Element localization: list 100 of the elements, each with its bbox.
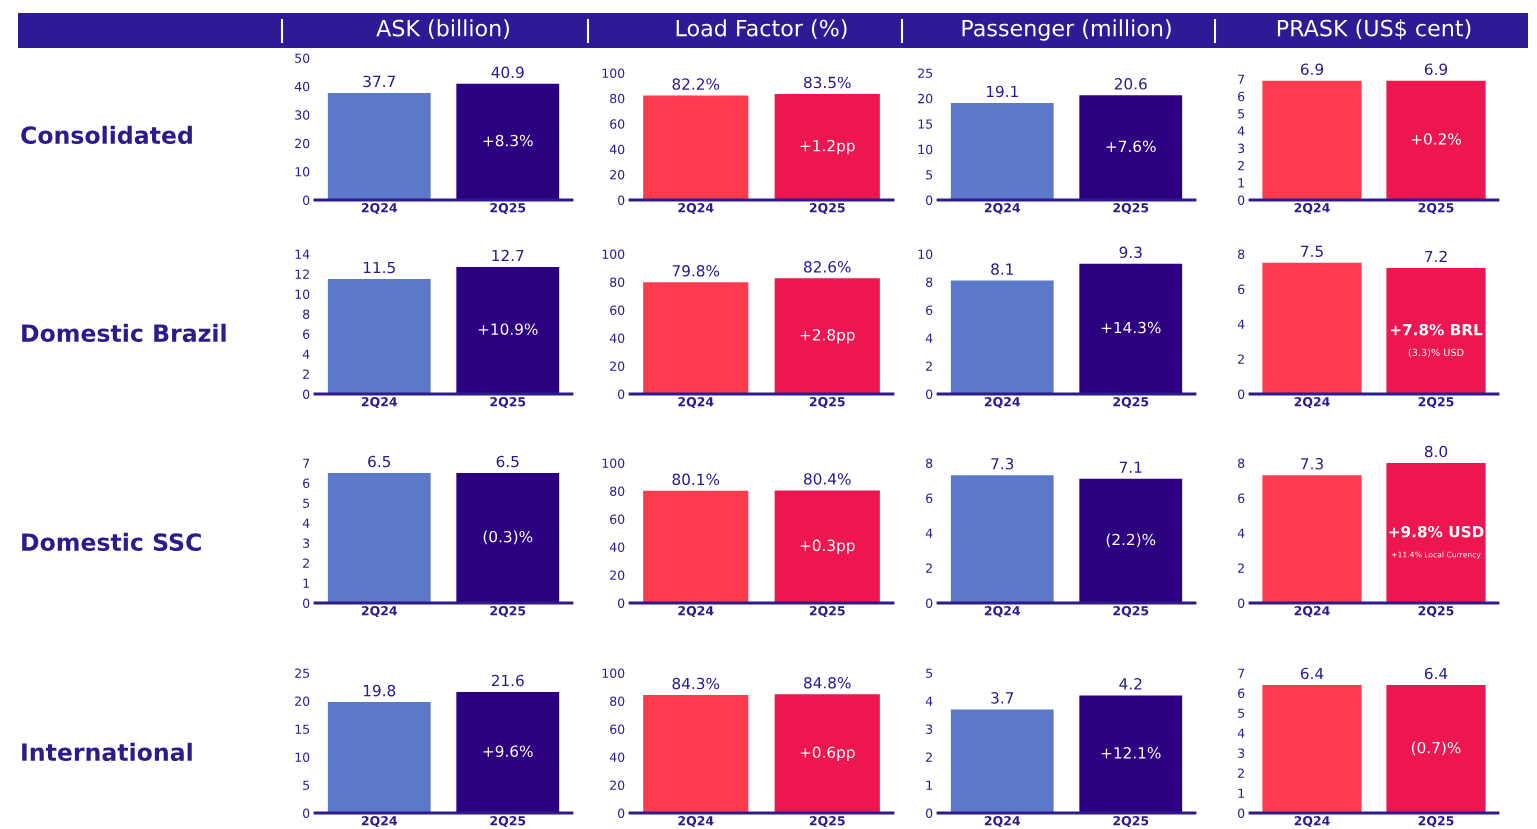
data-label: 7.1: [1119, 461, 1142, 473]
y-tick-label: 2: [926, 361, 932, 371]
y-tick-label: 8: [1238, 458, 1245, 468]
y-tick-label: 25: [918, 68, 933, 78]
y-tick-label: 0: [618, 389, 625, 399]
y-tick-label: 3: [303, 538, 310, 548]
y-tick-label: 100: [602, 249, 625, 259]
y-tick-label: 0: [303, 598, 310, 608]
y-tick-label: 6: [1238, 284, 1245, 294]
annotation: +0.6pp: [800, 746, 855, 762]
y-tick-label: 6: [926, 493, 933, 503]
annotation: +7.6%: [1106, 140, 1156, 153]
y-tick-label: 8: [1238, 249, 1245, 259]
y-tick-label: 0: [303, 389, 310, 399]
y-tick-label: 15: [295, 724, 310, 734]
y-tick-label: 0: [1238, 195, 1245, 205]
y-tick-label: 20: [610, 780, 625, 790]
y-tick-label: 3: [926, 724, 933, 734]
annotation: (0.7)%: [1411, 741, 1461, 756]
data-label: 84.3%: [672, 677, 720, 690]
annotation: +9.8% USD: [1389, 525, 1484, 538]
data-label: 6.9: [1300, 63, 1324, 75]
y-tick-label: 0: [926, 389, 933, 399]
data-label: 6.5: [368, 455, 391, 468]
y-tick-label: 100: [602, 668, 625, 678]
x-tick-label: 2Q24: [1294, 816, 1330, 828]
data-label: 11.5: [363, 261, 395, 274]
y-tick-label: 2: [303, 369, 309, 379]
y-tick-label: 80: [610, 486, 625, 496]
data-label: 6.4: [1300, 667, 1324, 680]
y-tick-label: 80: [610, 277, 625, 287]
x-tick-label: 2Q24: [361, 397, 398, 409]
x-tick-label: 2Q25: [490, 203, 526, 215]
y-tick-label: 0: [926, 195, 933, 205]
y-tick-label: 40: [609, 144, 625, 155]
x-tick-label: 2Q24: [1294, 397, 1330, 409]
y-tick-label: 6: [1238, 91, 1245, 102]
y-tick-label: 4: [302, 518, 310, 528]
annotation: +2.8pp: [800, 329, 855, 344]
y-tick-label: 0: [303, 808, 310, 818]
y-tick-label: 4: [925, 333, 933, 343]
data-label: 80.1%: [672, 473, 720, 486]
x-tick-label: 2Q24: [361, 816, 398, 828]
annotation: +0.2%: [1411, 133, 1461, 145]
y-tick-label: 100: [602, 458, 625, 468]
y-tick-label: 5: [1238, 109, 1245, 119]
y-tick-label: 6: [926, 305, 933, 315]
annotation: +10.9%: [478, 323, 538, 335]
y-tick-label: 30: [295, 110, 310, 120]
data-label: 82.6%: [804, 261, 851, 273]
y-tick-label: 6: [1238, 493, 1245, 503]
y-tick-label: 10: [295, 167, 310, 177]
x-tick-label: 2Q24: [1294, 203, 1330, 215]
y-tick-label: 0: [618, 195, 625, 205]
y-tick-label: 8: [926, 458, 933, 468]
y-tick-label: 20: [610, 170, 625, 180]
y-tick-label: 0: [926, 808, 933, 818]
x-tick-label: 2Q24: [984, 606, 1021, 618]
x-tick-label: 2Q25: [809, 397, 845, 409]
annotation: (3.3)% USD: [1408, 348, 1464, 358]
y-tick-label: 25: [295, 668, 310, 678]
y-tick-label: 8: [303, 309, 310, 319]
data-label: 8.0: [1424, 445, 1448, 458]
y-tick-label: 5: [303, 498, 310, 508]
y-tick-label: 14: [295, 249, 310, 259]
data-label: 9.3: [1119, 246, 1142, 259]
y-tick-label: 5: [303, 780, 310, 790]
data-label: 40.9: [491, 66, 524, 79]
y-tick-label: 2: [1238, 160, 1244, 171]
x-tick-label: 2Q25: [490, 606, 526, 618]
x-tick-label: 2Q25: [809, 816, 845, 828]
y-tick-label: 50: [295, 53, 310, 63]
x-tick-label: 2Q25: [1113, 816, 1149, 828]
data-label: 7.3: [991, 457, 1014, 470]
y-tick-label: 4: [1237, 319, 1245, 329]
data-label: 83.5%: [804, 76, 851, 89]
y-tick-label: 4: [1237, 528, 1245, 538]
y-tick-label: 10: [918, 249, 933, 259]
y-tick-label: 3: [1238, 143, 1245, 154]
annotation: +9.6%: [483, 745, 533, 757]
y-tick-label: 1: [1238, 788, 1244, 798]
data-label: 82.2%: [672, 78, 720, 90]
y-tick-label: 5: [926, 668, 933, 678]
y-tick-label: 20: [918, 93, 933, 104]
y-tick-label: 5: [926, 170, 933, 180]
y-tick-label: 10: [295, 289, 310, 299]
data-label: 19.1: [986, 85, 1018, 98]
y-tick-label: 0: [618, 808, 625, 818]
y-axis-title: Domestic SSC: [22, 532, 201, 552]
x-tick-label: 2Q25: [1113, 203, 1149, 215]
x-tick-label: 2Q25: [809, 606, 845, 618]
y-tick-label: 12: [295, 269, 309, 279]
y-tick-label: 0: [303, 195, 310, 205]
x-tick-label: 2Q25: [1418, 606, 1454, 618]
data-label: 6.5: [496, 455, 519, 468]
y-tick-label: 20: [295, 138, 310, 149]
y-tick-label: 7: [303, 458, 310, 468]
data-label: 79.8%: [672, 264, 720, 277]
x-tick-label: 2Q25: [490, 397, 526, 409]
y-tick-label: 6: [303, 478, 310, 488]
